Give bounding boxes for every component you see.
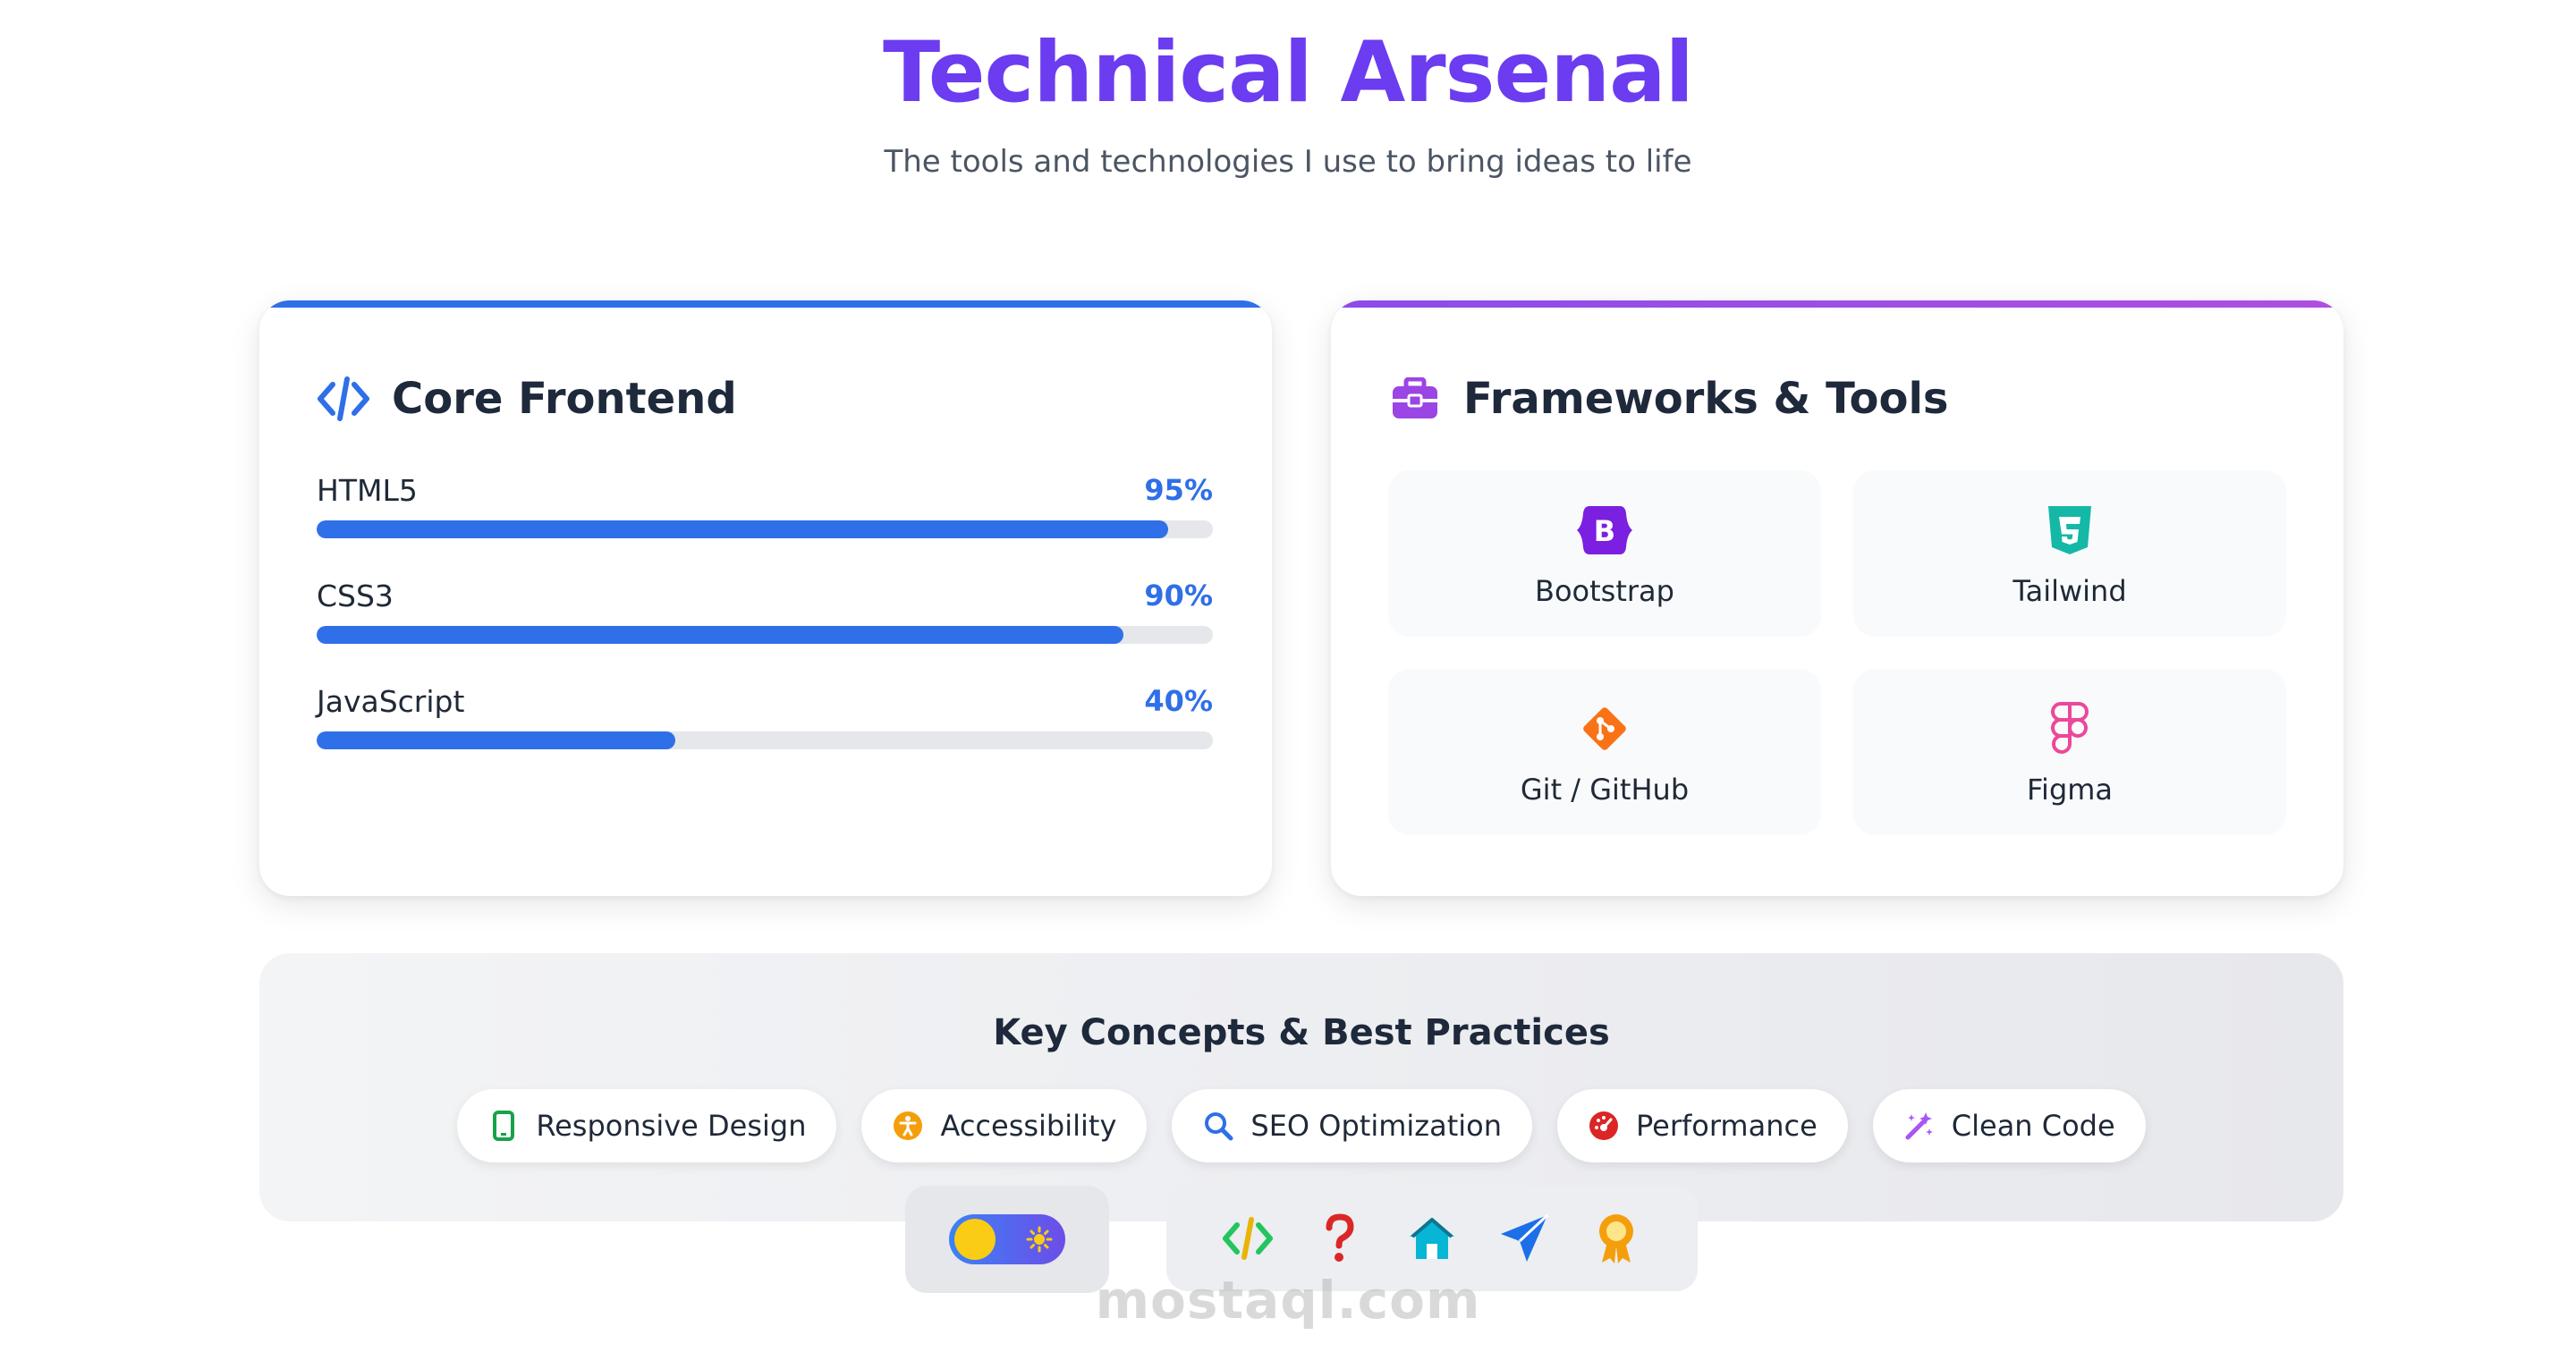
core-frontend-title: Core Frontend [392, 374, 737, 424]
tool-label: Tailwind [2012, 574, 2127, 608]
key-concepts-title: Key Concepts & Best Practices [993, 1012, 1610, 1053]
tool-figma: Figma [1853, 669, 2286, 835]
concept-label: Performance [1635, 1109, 1818, 1143]
send-icon[interactable] [1496, 1210, 1553, 1267]
figma-icon [2038, 697, 2101, 760]
concept-label: Responsive Design [536, 1109, 807, 1143]
page-subtitle: The tools and technologies I use to brin… [884, 144, 1692, 180]
concept-label: SEO Optimization [1250, 1109, 1502, 1143]
home-icon[interactable] [1403, 1210, 1461, 1267]
skill-css3: CSS3 90% [317, 576, 1213, 644]
concept-pill-responsive: Responsive Design [457, 1089, 837, 1162]
watermark-text: mostaql.com [1095, 1270, 1481, 1331]
css3-icon [2038, 499, 2101, 562]
skill-progress-fill [317, 731, 675, 749]
git-icon [1573, 697, 1636, 760]
svg-text:B: B [1594, 514, 1615, 548]
gauge-icon [1588, 1110, 1620, 1142]
concept-label: Accessibility [940, 1109, 1117, 1143]
skill-progress-fill [317, 626, 1123, 644]
core-frontend-header: Core Frontend [317, 372, 737, 426]
skill-progress-bar [317, 520, 1213, 538]
concept-pill-clean-code: Clean Code [1872, 1089, 2146, 1162]
frameworks-header: Frameworks & Tools [1388, 372, 1948, 426]
skill-progress-bar [317, 731, 1213, 749]
magic-wand-icon [1903, 1110, 1936, 1142]
tool-bootstrap: B Bootstrap [1388, 470, 1821, 637]
concept-pill-accessibility: Accessibility [861, 1089, 1148, 1162]
tool-git-github: Git / GitHub [1388, 669, 1821, 835]
tool-label: Figma [2026, 773, 2114, 807]
search-icon [1202, 1110, 1234, 1142]
skill-name: CSS3 [317, 578, 394, 613]
bottom-icon-dock [1166, 1186, 1698, 1291]
tool-label: Git / GitHub [1520, 773, 1690, 807]
skill-html5: HTML5 95% [317, 470, 1213, 538]
toolbox-icon [1388, 372, 1442, 426]
skill-progress-fill [317, 520, 1168, 538]
core-frontend-card: Core Frontend HTML5 95% CSS3 90% JavaScr… [259, 300, 1272, 896]
theme-toggle[interactable] [949, 1214, 1065, 1264]
key-concepts-section: Key Concepts & Best Practices Responsive… [259, 953, 2343, 1221]
accessibility-icon [892, 1110, 924, 1142]
skill-percent: 90% [1144, 579, 1213, 613]
award-icon[interactable] [1588, 1210, 1645, 1267]
toggle-knob [954, 1219, 996, 1260]
code-icon[interactable] [1219, 1210, 1276, 1267]
tool-label: Bootstrap [1535, 574, 1674, 608]
skill-progress-bar [317, 626, 1213, 644]
concept-label: Clean Code [1951, 1109, 2115, 1143]
tool-tailwind: Tailwind [1853, 470, 2286, 637]
bootstrap-icon: B [1573, 499, 1636, 562]
frameworks-title: Frameworks & Tools [1463, 374, 1949, 424]
sun-icon [1026, 1226, 1053, 1253]
question-icon[interactable] [1311, 1210, 1368, 1267]
skill-name: JavaScript [317, 683, 465, 719]
skill-javascript: JavaScript 40% [317, 681, 1213, 749]
skill-name: HTML5 [317, 472, 418, 508]
skill-percent: 95% [1144, 473, 1213, 507]
skills-list: HTML5 95% CSS3 90% JavaScript 40% [317, 470, 1213, 787]
mobile-icon [487, 1110, 520, 1142]
concept-pill-seo: SEO Optimization [1172, 1089, 1532, 1162]
page-title: Technical Arsenal [883, 24, 1694, 122]
concept-pill-performance: Performance [1556, 1089, 1848, 1162]
code-icon [317, 372, 370, 426]
tools-grid: B Bootstrap Tailwind Git / GitHub [1388, 470, 2286, 835]
theme-toggle-dock [905, 1186, 1109, 1293]
skill-percent: 40% [1144, 684, 1213, 718]
frameworks-card: Frameworks & Tools B Bootstrap Tailwind … [1331, 300, 2343, 896]
concept-pills: Responsive Design Accessibility SEO Opti… [259, 1089, 2343, 1162]
